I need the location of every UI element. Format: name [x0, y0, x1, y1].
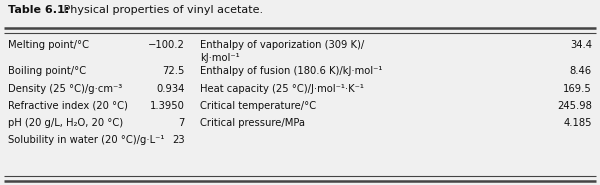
Text: Physical properties of vinyl acetate.: Physical properties of vinyl acetate.: [60, 5, 263, 15]
Text: −100.2: −100.2: [148, 40, 185, 50]
Text: Density (25 °C)/g·cm⁻³: Density (25 °C)/g·cm⁻³: [8, 84, 122, 94]
Text: 245.98: 245.98: [557, 101, 592, 111]
Text: 0.934: 0.934: [157, 84, 185, 94]
Text: 23: 23: [172, 135, 185, 145]
Text: 169.5: 169.5: [563, 84, 592, 94]
Text: Critical temperature/°C: Critical temperature/°C: [200, 101, 316, 111]
Text: Melting point/°C: Melting point/°C: [8, 40, 89, 50]
Text: pH (20 g/L, H₂O, 20 °C): pH (20 g/L, H₂O, 20 °C): [8, 118, 123, 128]
Text: 34.4: 34.4: [570, 40, 592, 50]
Text: 8.46: 8.46: [570, 66, 592, 76]
Text: Critical pressure/MPa: Critical pressure/MPa: [200, 118, 305, 128]
Text: 72.5: 72.5: [163, 66, 185, 76]
Text: 4.185: 4.185: [563, 118, 592, 128]
Text: Boiling point/°C: Boiling point/°C: [8, 66, 86, 76]
Text: Solubility in water (20 °C)/g·L⁻¹: Solubility in water (20 °C)/g·L⁻¹: [8, 135, 164, 145]
Text: 7: 7: [179, 118, 185, 128]
Text: Table 6.1:: Table 6.1:: [8, 5, 69, 15]
Text: Enthalpy of vaporization (309 K)/
kJ·mol⁻¹: Enthalpy of vaporization (309 K)/ kJ·mol…: [200, 40, 364, 63]
Text: Heat capacity (25 °C)/J·mol⁻¹·K⁻¹: Heat capacity (25 °C)/J·mol⁻¹·K⁻¹: [200, 84, 364, 94]
Text: Enthalpy of fusion (180.6 K)/kJ·mol⁻¹: Enthalpy of fusion (180.6 K)/kJ·mol⁻¹: [200, 66, 382, 76]
Text: 1.3950: 1.3950: [150, 101, 185, 111]
Text: Refractive index (20 °C): Refractive index (20 °C): [8, 101, 128, 111]
